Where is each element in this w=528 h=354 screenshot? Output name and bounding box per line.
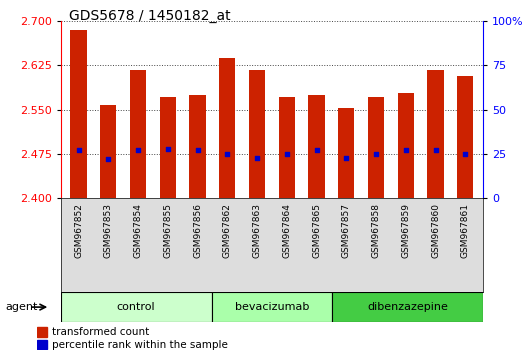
Bar [457, 75, 474, 198]
Point [461, 151, 469, 157]
Text: GSM967861: GSM967861 [461, 203, 470, 258]
Bar [61, 292, 212, 322]
Bar [332, 292, 483, 322]
Point [282, 151, 291, 157]
Text: GSM967852: GSM967852 [74, 203, 83, 258]
Text: GDS5678 / 1450182_at: GDS5678 / 1450182_at [69, 9, 230, 23]
Point [223, 151, 231, 157]
Point [134, 148, 142, 153]
Point [372, 151, 380, 157]
Text: GSM967853: GSM967853 [104, 203, 113, 258]
Text: GSM967858: GSM967858 [372, 203, 381, 258]
Text: agent: agent [5, 302, 37, 312]
Text: dibenzazepine: dibenzazepine [367, 302, 448, 312]
Text: transformed count: transformed count [52, 327, 149, 337]
Bar [190, 95, 206, 198]
Bar [159, 97, 176, 198]
Text: percentile rank within the sample: percentile rank within the sample [52, 339, 228, 349]
Point [193, 148, 202, 153]
Point [342, 155, 351, 160]
Text: GSM967862: GSM967862 [223, 203, 232, 258]
Bar [70, 30, 87, 198]
Text: control: control [117, 302, 155, 312]
Point [313, 148, 321, 153]
Text: GSM967855: GSM967855 [163, 203, 172, 258]
Point [431, 148, 440, 153]
Bar [37, 340, 47, 349]
Bar [249, 70, 265, 198]
Bar [427, 70, 444, 198]
Text: GSM967856: GSM967856 [193, 203, 202, 258]
Bar [37, 327, 47, 337]
Text: GSM967857: GSM967857 [342, 203, 351, 258]
Text: GSM967865: GSM967865 [312, 203, 321, 258]
Bar [219, 58, 235, 198]
Point [74, 148, 83, 153]
Bar [398, 93, 414, 198]
Point [253, 155, 261, 160]
Bar [279, 97, 295, 198]
Text: GSM967860: GSM967860 [431, 203, 440, 258]
Text: bevacizumab: bevacizumab [235, 302, 309, 312]
Point [164, 146, 172, 152]
Text: GSM967863: GSM967863 [252, 203, 261, 258]
Text: GSM967854: GSM967854 [134, 203, 143, 258]
Bar [212, 292, 332, 322]
Bar [130, 70, 146, 198]
Point [402, 148, 410, 153]
Text: GSM967864: GSM967864 [282, 203, 291, 258]
Bar [338, 108, 354, 198]
Point [104, 156, 112, 162]
Bar [368, 97, 384, 198]
Text: GSM967859: GSM967859 [401, 203, 410, 258]
Bar [308, 95, 325, 198]
Bar [100, 105, 117, 198]
